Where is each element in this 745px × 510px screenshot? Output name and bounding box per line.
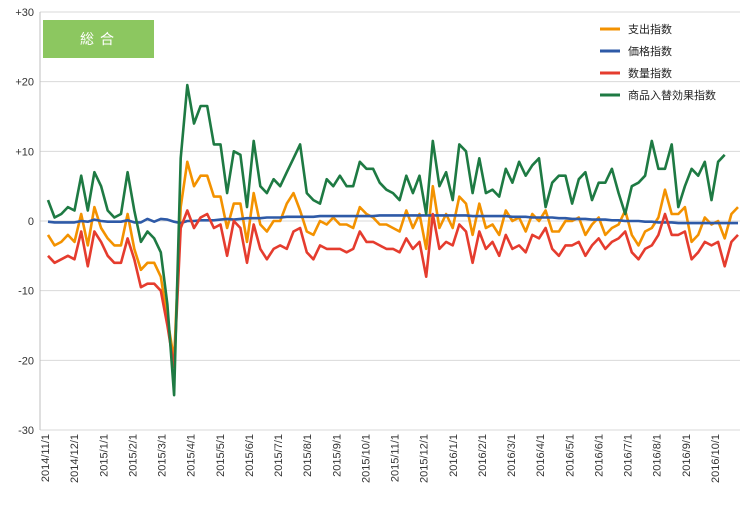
x-tick-label: 2015/8/1 — [302, 434, 314, 477]
x-tick-label: 2015/4/1 — [186, 434, 198, 477]
x-tick-label: 2015/9/1 — [331, 434, 343, 477]
legend-label: 商品入替効果指数 — [628, 88, 716, 102]
x-tick-label: 2016/8/1 — [652, 434, 664, 477]
x-tick-label: 2016/1/1 — [448, 434, 460, 477]
y-tick-label: -30 — [18, 425, 34, 437]
x-tick-label: 2016/5/1 — [564, 434, 576, 477]
legend-label: 支出指数 — [628, 22, 672, 36]
series-lines — [46, 83, 739, 397]
legend-item: 商品入替効果指数 — [600, 88, 716, 102]
x-tick-label: 2016/2/1 — [477, 434, 489, 477]
y-tick-label: 0 — [28, 216, 34, 228]
legend-item: 支出指数 — [600, 22, 672, 36]
x-tick-label: 2015/10/1 — [360, 434, 372, 483]
y-axis-tick-labels: +30 +20 +10 0 -10 -20 -30 — [15, 7, 34, 437]
x-tick-label: 2016/6/1 — [593, 434, 605, 477]
series-line-0 — [46, 160, 739, 362]
legend: 支出指数 価格指数 数量指数 商品入替効果指数 — [600, 22, 716, 102]
x-tick-label: 2016/4/1 — [535, 434, 547, 477]
y-tick-label: +30 — [15, 7, 34, 19]
x-tick-label: 2015/6/1 — [244, 434, 256, 477]
x-tick-label: 2015/3/1 — [157, 434, 169, 477]
legend-item: 価格指数 — [600, 44, 672, 58]
x-tick-label: 2015/11/1 — [390, 434, 402, 482]
legend-label: 価格指数 — [628, 44, 672, 58]
y-tick-label: -20 — [18, 355, 34, 367]
series-line-1 — [47, 214, 738, 225]
x-tick-label: 2016/3/1 — [506, 434, 518, 477]
y-tick-label: -10 — [18, 286, 34, 298]
x-tick-label: 2015/1/1 — [98, 434, 110, 477]
x-tick-label: 2015/7/1 — [273, 434, 285, 477]
chart-title: 総合 — [80, 32, 120, 48]
x-tick-label: 2015/5/1 — [215, 434, 227, 477]
y-tick-label: +10 — [15, 146, 34, 158]
chart-title-background — [43, 20, 154, 58]
chart-title-box: 総合 — [43, 20, 154, 58]
x-tick-label: 2015/2/1 — [127, 434, 139, 477]
legend-label: 数量指数 — [628, 66, 672, 80]
x-tick-label: 2015/12/1 — [419, 434, 431, 483]
legend-item: 数量指数 — [600, 66, 672, 80]
x-tick-label: 2016/7/1 — [623, 434, 635, 477]
x-tick-label: 2014/12/1 — [69, 434, 81, 483]
series-line-3 — [46, 83, 726, 397]
x-tick-label: 2014/11/1 — [40, 434, 52, 482]
y-tick-label: +20 — [15, 77, 34, 89]
series-line-2 — [47, 209, 739, 369]
x-tick-label: 2016/10/1 — [710, 434, 722, 483]
x-tick-label: 2016/9/1 — [681, 434, 693, 477]
x-axis-tick-labels: 2014/11/1 2014/12/1 2015/1/1 2015/2/1 2015/3… — [40, 434, 722, 483]
